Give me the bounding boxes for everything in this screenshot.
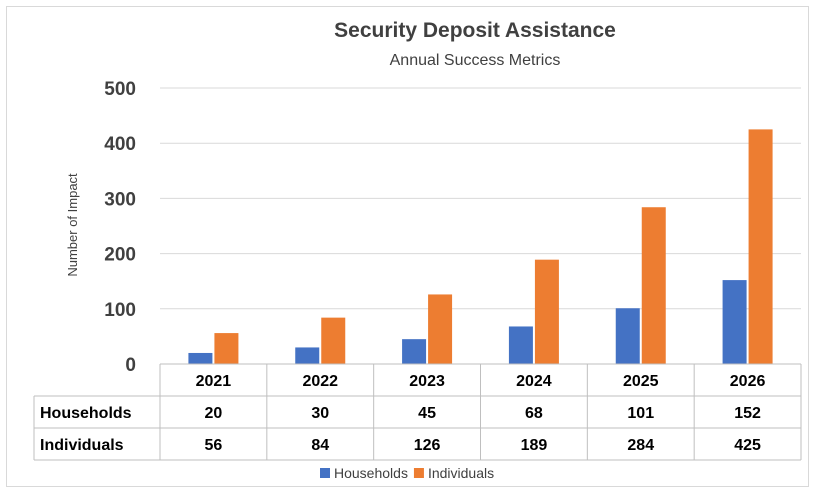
legend-label: Individuals [428,465,494,481]
y-axis-ticks: 0 100 200 300 400 500 [104,79,136,376]
legend-swatch [413,468,424,478]
category-label: 2023 [409,373,445,390]
legend-swatch [320,468,330,478]
category-label: 2022 [302,373,338,390]
gridlines [160,87,801,310]
table-cell: 68 [525,405,543,422]
row-header: Households [40,405,132,422]
bars [188,129,773,364]
y-tick-label: 0 [125,355,136,376]
bar-households-2021 [188,352,213,364]
table-cell: 152 [734,405,761,422]
table-cell: 45 [418,405,436,422]
y-tick-label: 300 [104,189,136,210]
chart-title: Security Deposit Assistance [334,19,616,42]
table-cell: 189 [521,437,548,454]
bar-individuals-2026 [748,129,773,364]
table-cell: 284 [627,437,654,454]
table-cell: 101 [627,405,654,422]
y-tick-label: 500 [104,79,136,100]
category-label: 2025 [623,373,659,390]
table-cell: 84 [311,437,329,454]
chart-frame [6,6,809,487]
bar-households-2023 [402,339,427,364]
chart-subtitle: Annual Success Metrics [390,52,561,69]
bar-households-2025 [615,308,640,364]
bar-individuals-2025 [641,207,666,364]
y-tick-label: 400 [104,134,136,155]
legend-label: Households [334,465,408,481]
data-table: 2021 2022 2023 2024 2025 2026 Households 20 30 45… [33,363,802,461]
bar-individuals-2023 [428,294,453,364]
table-cell: 126 [414,437,441,454]
category-label: 2026 [730,373,766,390]
y-tick-label: 100 [104,300,136,321]
y-axis-label: Number of Impact [65,173,80,277]
table-cell: 20 [205,405,223,422]
table-cell: 425 [734,437,761,454]
y-tick-label: 200 [104,245,136,266]
bar-individuals-2021 [214,333,239,364]
bar-households-2026 [722,280,747,364]
table-cell: 56 [205,437,223,454]
bar-households-2024 [508,326,533,364]
legend: Households Individuals [320,465,494,481]
bar-individuals-2022 [321,317,346,364]
category-label: 2024 [516,373,552,390]
table-cell: 30 [311,405,329,422]
bar-households-2022 [295,347,320,364]
category-label: 2021 [196,373,232,390]
bar-individuals-2024 [534,259,559,364]
row-header: Individuals [40,437,124,454]
